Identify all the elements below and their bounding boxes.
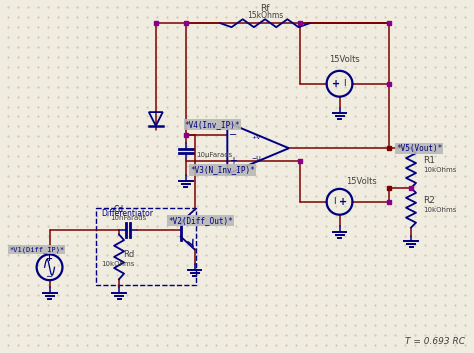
- Text: −: −: [45, 272, 52, 281]
- Text: +V: +V: [251, 136, 261, 140]
- Text: *V1(Diff_IP)*: *V1(Diff_IP)*: [9, 246, 64, 253]
- Text: 10kOhms: 10kOhms: [101, 261, 135, 267]
- Text: *V4(Inv_IP)*: *V4(Inv_IP)*: [185, 120, 240, 129]
- Text: I: I: [343, 79, 346, 88]
- Text: 15Volts: 15Volts: [329, 55, 360, 64]
- Text: +: +: [339, 197, 347, 207]
- Text: T = 0.693 RC: T = 0.693 RC: [405, 337, 465, 346]
- Text: +: +: [229, 156, 237, 166]
- Text: −: −: [229, 130, 237, 140]
- Text: +: +: [331, 79, 340, 89]
- Text: I: I: [333, 197, 336, 206]
- Text: *V5(Vout)*: *V5(Vout)*: [396, 144, 442, 153]
- Text: Rf: Rf: [260, 4, 270, 13]
- Text: Differentiator: Differentiator: [101, 209, 153, 218]
- Text: 15kOhms: 15kOhms: [247, 11, 283, 20]
- Text: *V3(N_Inv_IP)*: *V3(N_Inv_IP)*: [190, 166, 255, 174]
- Text: *V2(Diff_Out)*: *V2(Diff_Out)*: [168, 216, 233, 225]
- Text: 10kOhms: 10kOhms: [423, 207, 456, 213]
- Text: R2: R2: [423, 196, 435, 205]
- Text: 10nFarads: 10nFarads: [110, 215, 146, 221]
- Text: Cd: Cd: [114, 205, 124, 214]
- Text: Rd: Rd: [123, 250, 134, 259]
- Text: 15Volts: 15Volts: [346, 177, 377, 186]
- Text: +: +: [45, 254, 52, 263]
- Text: 10kOhms: 10kOhms: [423, 167, 456, 173]
- Text: −U: −U: [251, 156, 261, 161]
- Text: R1: R1: [423, 156, 435, 165]
- Bar: [96, 208, 196, 285]
- Text: 10μFarads: 10μFarads: [197, 152, 233, 158]
